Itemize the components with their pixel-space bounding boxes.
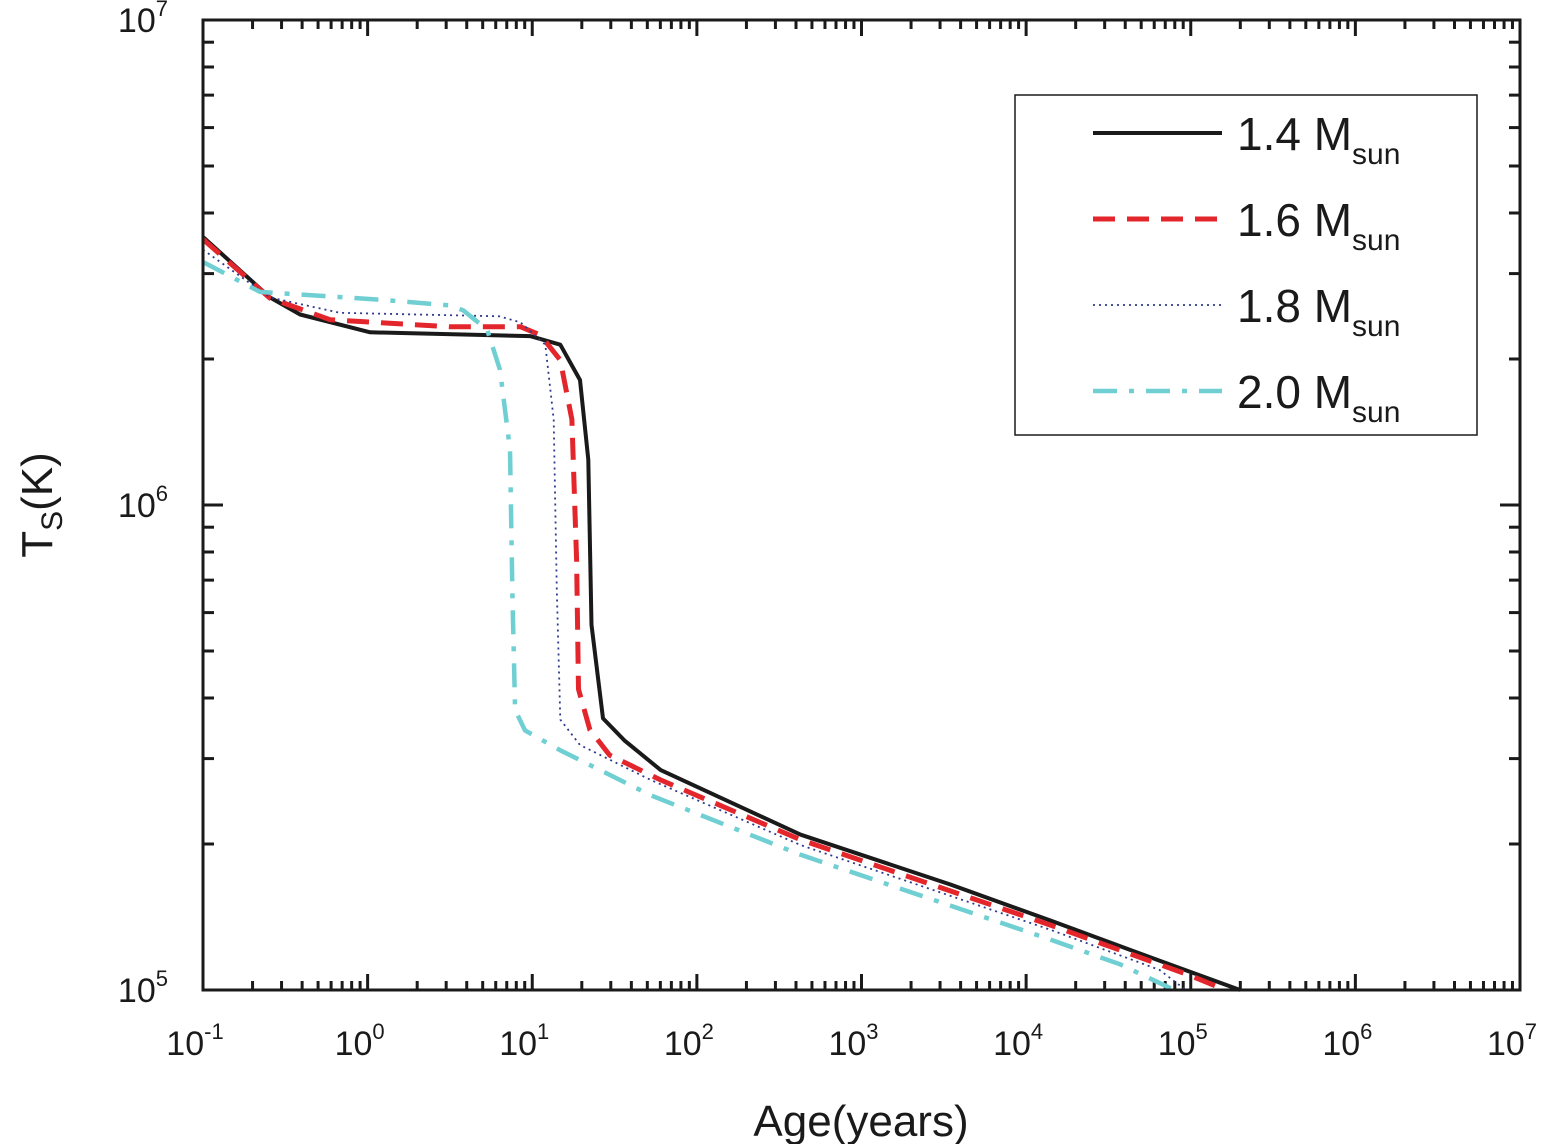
x-tick-label: 104 (993, 1019, 1043, 1063)
series-line-2-0-msun (201, 260, 1176, 993)
legend-label: 1.4 Msun (1237, 108, 1400, 171)
x-tick-label: 10-1 (166, 1019, 223, 1063)
x-tick-labels: 10-1 100 101 102 103 104 105 106 107 (166, 1019, 1537, 1063)
x-tick-label: 105 (1158, 1019, 1208, 1063)
plot-frame (201, 18, 1522, 992)
y-tick-labels: 105 106 107 (118, 0, 168, 1010)
series-line-1-4-msun (201, 235, 1241, 992)
x-tick-label: 103 (828, 1019, 878, 1063)
y-axis-label: TS(K) (13, 452, 69, 558)
x-axis-label: Age(years) (753, 1097, 968, 1144)
y-tick-label: 106 (118, 481, 168, 525)
legend-label: 1.8 Msun (1237, 280, 1400, 343)
x-tick-label: 100 (335, 1019, 385, 1063)
x-tick-label: 101 (499, 1019, 549, 1063)
series-lines (201, 235, 1241, 993)
x-tick-label: 106 (1322, 1019, 1372, 1063)
y-tick-label: 107 (118, 0, 168, 40)
legend-label: 2.0 Msun (1237, 366, 1400, 429)
series-line-1-6-msun (201, 237, 1227, 993)
legend-box (1014, 94, 1478, 436)
legend: 1.4 Msun 1.6 Msun 1.8 Msun 2.0 Msun (1014, 94, 1478, 436)
x-tick-label: 107 (1487, 1019, 1537, 1063)
legend-label: 1.6 Msun (1237, 194, 1400, 257)
x-tick-label: 102 (664, 1019, 714, 1063)
y-tick-label: 105 (118, 966, 168, 1010)
series-line-1-8-msun (202, 248, 1187, 991)
